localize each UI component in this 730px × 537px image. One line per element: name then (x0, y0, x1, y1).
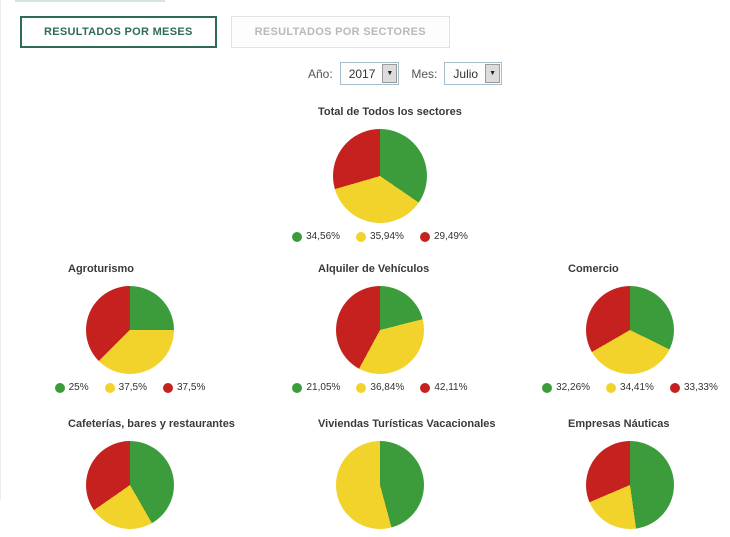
pie-empresas-nauticas[interactable] (586, 441, 674, 529)
pie-chart-cafeterias-bares-restaurantes: Cafeterías, bares y restaurantes (5, 413, 255, 537)
chevron-down-icon: ▼ (382, 64, 398, 83)
chart-legend: 21,05% 36,84% 42,11% (255, 382, 505, 393)
legend-dot (356, 382, 367, 393)
pie-agroturismo[interactable] (86, 286, 174, 374)
pie-alquiler-de-vehiculos[interactable] (336, 286, 424, 374)
legend-item: 34,41% (606, 382, 654, 393)
pie-chart-viviendas-turisticas: Viviendas Turísticas Vacacionales (255, 413, 505, 537)
page-left-border (0, 0, 1, 500)
cutoff-element-edge (15, 0, 165, 2)
chart-title: Cafeterías, bares y restaurantes (68, 418, 235, 430)
month-label: Mes: (411, 66, 438, 81)
legend-label: 21,05% (306, 382, 341, 393)
legend-label: 32,26% (556, 382, 591, 393)
legend-item: 25% (54, 382, 89, 393)
legend-dot (606, 382, 617, 393)
pie-chart-total: Total de Todos los sectores 34,56% 35,94%… (255, 101, 505, 242)
year-label: Año: (308, 66, 333, 81)
legend-item: 36,84% (356, 382, 404, 393)
legend-label: 29,49% (433, 231, 468, 242)
pie-viviendas-turisticas[interactable] (336, 441, 424, 529)
chart-title: Viviendas Turísticas Vacacionales (318, 418, 496, 430)
year-select-value: 2017 (348, 67, 376, 81)
legend-item: 32,26% (542, 382, 590, 393)
chart-title: Empresas Náuticas (568, 418, 670, 430)
month-select[interactable]: Julio ▼ (444, 62, 503, 85)
chart-legend: 32,26% 34,41% 33,33% (505, 382, 730, 393)
year-select[interactable]: 2017 ▼ (339, 62, 400, 85)
chevron-down-icon: ▼ (485, 64, 501, 83)
legend-item: 29,49% (419, 231, 468, 242)
pie-total[interactable] (333, 129, 427, 223)
legend-label: 42,11% (434, 382, 468, 393)
legend-dot (104, 382, 115, 393)
month-select-value: Julio (453, 67, 479, 81)
legend-item: 21,05% (292, 382, 340, 393)
chart-title: Comercio (568, 263, 619, 275)
legend-dot (420, 382, 431, 393)
legend-label: 34,41% (620, 382, 654, 393)
chart-legend: 25% 37,5% 37,5% (5, 382, 255, 393)
legend-item: 34,56% (292, 231, 340, 242)
tab-resultados-por-sectores[interactable]: RESULTADOS POR SECTORES (230, 16, 450, 48)
legend-dot (419, 231, 430, 242)
legend-label: 37,5% (177, 382, 206, 393)
legend-item: 37,5% (163, 382, 205, 393)
legend-label: 35,94% (370, 231, 404, 242)
legend-dot (292, 382, 303, 393)
legend-label: 36,84% (370, 382, 405, 393)
legend-dot (542, 382, 553, 393)
pie-comercio[interactable] (586, 286, 674, 374)
chart-title: Agroturismo (68, 263, 134, 275)
legend-dot (163, 382, 173, 393)
chart-title: Total de Todos los sectores (318, 106, 462, 118)
legend-item: 37,5% (104, 382, 147, 393)
chart-legend: 34,56% 35,94% 29,49% (255, 231, 505, 242)
pie-chart-empresas-nauticas: Empresas Náuticas (505, 413, 730, 537)
tab-bar: RESULTADOS POR MESES RESULTADOS POR SECT… (20, 16, 450, 48)
legend-label: 37,5% (118, 382, 147, 393)
pie-chart-comercio: Comercio 32,26% 34,41% 33,33% (505, 258, 730, 393)
legend-dot (356, 231, 367, 242)
legend-item: 42,11% (420, 382, 468, 393)
legend-item: 35,94% (356, 231, 404, 242)
legend-label: 34,56% (306, 231, 341, 242)
legend-item: 33,33% (669, 382, 718, 393)
pie-chart-agroturismo: Agroturismo 25% 37,5% 37,5% (5, 258, 255, 393)
legend-dot (54, 382, 65, 393)
chart-title: Alquiler de Vehículos (318, 263, 430, 275)
pie-chart-alquiler-de-vehiculos: Alquiler de Vehículos 21,05% 36,84% 42,11% (255, 258, 505, 393)
legend-dot (669, 382, 680, 393)
legend-label: 25% (68, 382, 89, 393)
pie-cafeterias-bares-restaurantes[interactable] (86, 441, 174, 529)
tab-resultados-por-meses[interactable]: RESULTADOS POR MESES (20, 16, 217, 48)
legend-label: 33,33% (683, 382, 718, 393)
legend-dot (292, 231, 303, 242)
filters-bar: Año: 2017 ▼ Mes: Julio ▼ (308, 62, 514, 85)
